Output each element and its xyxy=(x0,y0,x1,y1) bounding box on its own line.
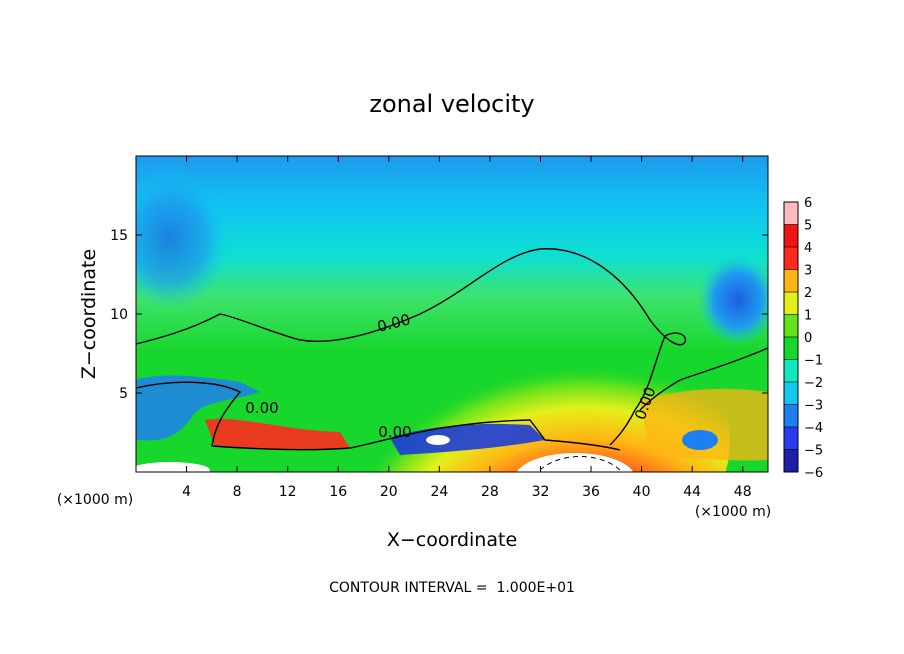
colorbar-label: 0 xyxy=(804,331,812,346)
colorbar-label: 6 xyxy=(804,196,812,211)
colorbar-label: 3 xyxy=(804,264,812,279)
colorbar-band xyxy=(784,337,798,360)
x-tick-label: 16 xyxy=(329,484,347,500)
y-axis-ticks: 5 10 15 xyxy=(110,228,768,402)
zero-contour-main xyxy=(136,248,687,446)
lower-center-blue-band xyxy=(390,423,545,455)
x-tick-label: 12 xyxy=(279,484,297,500)
x-tick-label: 40 xyxy=(633,484,651,500)
upper-right-blue-region xyxy=(698,255,768,345)
colorbar-band xyxy=(784,404,798,427)
colorbar-label: −6 xyxy=(804,466,823,481)
x-tick-label: 44 xyxy=(683,484,701,500)
colorbar-label: −4 xyxy=(804,421,823,436)
colorbar-label: −5 xyxy=(804,444,823,459)
colorbar-band xyxy=(784,314,798,337)
colorbar: 6 5 4 3 2 1 0 −1 −2 −3 −4 −5 −6 xyxy=(783,196,823,481)
x-unit-label-left: (×1000 m) xyxy=(57,492,133,508)
x-axis-ticks: 4 8 12 16 20 24 28 32 36 40 44 48 xyxy=(182,156,752,500)
colorbar-band xyxy=(784,202,798,225)
lower-left-red-band xyxy=(205,418,350,451)
colorbar-label: −3 xyxy=(804,399,823,414)
colorbar-band xyxy=(784,224,798,247)
colorbar-label: −1 xyxy=(804,354,823,369)
x-tick-label: 32 xyxy=(532,484,550,500)
x-tick-label: 24 xyxy=(430,484,448,500)
x-tick-label: 8 xyxy=(233,484,242,500)
lower-center-white-spot xyxy=(426,435,450,445)
y-axis-label: Z−coordinate xyxy=(78,249,100,379)
colorbar-label: 1 xyxy=(804,309,812,324)
colorbar-band xyxy=(784,449,798,472)
bottom-white-region-left xyxy=(136,462,210,472)
upper-left-blue-region xyxy=(136,170,230,310)
lower-left-blue-band xyxy=(136,375,260,441)
x-tick-label: 20 xyxy=(380,484,398,500)
x-axis-label: X−coordinate xyxy=(387,529,517,551)
colorbar-label: 5 xyxy=(804,219,812,234)
colorbar-band xyxy=(784,292,798,315)
contour-interval-note: CONTOUR INTERVAL = 1.000E+01 xyxy=(329,580,575,596)
plot-area xyxy=(136,156,768,472)
contour-label-center: 0.00 xyxy=(378,423,411,441)
chart-title: zonal velocity xyxy=(369,90,534,118)
zero-contour-lower xyxy=(136,381,621,451)
jet-core-region xyxy=(350,290,730,472)
colorbar-label: −2 xyxy=(804,376,823,391)
contour-label-left: 0.00 xyxy=(245,399,278,417)
colorbar-band xyxy=(784,269,798,292)
x-unit-label-right: (×1000 m) xyxy=(695,504,771,520)
colorbar-band xyxy=(784,247,798,270)
x-tick-label: 48 xyxy=(734,484,752,500)
bottom-white-region-right xyxy=(516,453,634,472)
colorbar-label: 4 xyxy=(804,241,812,256)
colorbar-band xyxy=(784,359,798,382)
y-tick-label: 5 xyxy=(119,386,128,402)
y-tick-label: 15 xyxy=(110,228,128,244)
y-tick-label: 10 xyxy=(110,307,128,323)
lower-right-mixed-band xyxy=(640,388,768,461)
x-tick-label: 28 xyxy=(481,484,499,500)
lower-right-blue-spot xyxy=(682,430,718,450)
colorbar-label: 2 xyxy=(804,286,812,301)
colorbar-band xyxy=(784,427,798,450)
colorbar-band xyxy=(784,382,798,405)
x-tick-label: 36 xyxy=(582,484,600,500)
x-tick-label: 4 xyxy=(182,484,191,500)
zero-contour-right xyxy=(639,347,768,411)
